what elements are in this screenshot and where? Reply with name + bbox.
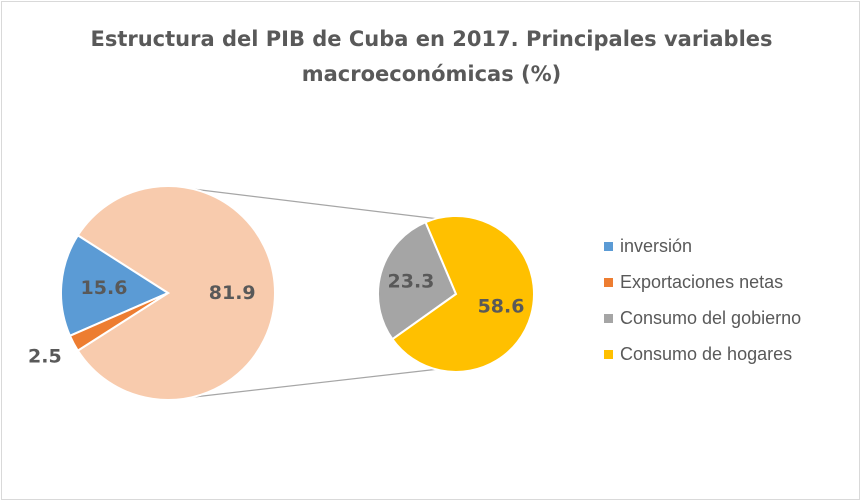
chart-title-line-2: macroeconómicas (%): [301, 62, 562, 86]
legend-swatch-consumo-del-gobierno: [604, 313, 613, 323]
secondary-slice-consumo-del-gobierno: [377, 220, 458, 341]
pie-slice-exportaciones-netas: [68, 292, 169, 353]
connector-line-bottom: [167, 368, 436, 401]
legend-item-exportaciones-netas: Exportaciones netas: [604, 264, 801, 300]
legend-swatch-consumo-de-hogares: [604, 349, 613, 359]
data-label-exportaciones-netas: 2.5: [28, 346, 62, 368]
legend-item-consumo-de-hogares: Consumo de hogares: [604, 336, 801, 372]
legend-item-consumo-del-gobierno: Consumo del gobierno: [604, 300, 801, 336]
chart-title-line-1: Estructura del PIB de Cuba en 2017. Prin…: [90, 27, 773, 51]
secondary-slice-consumo-de-hogares: [391, 215, 535, 373]
legend-swatch-inversion: [604, 241, 613, 251]
data-label-consumo-del-gobierno: 23.3: [388, 270, 435, 292]
legend-label-inversion: inversión: [620, 235, 693, 256]
data-label-consumo-de-hogares: 58.6: [478, 296, 525, 318]
chart-title: Estructura del PIB de Cuba en 2017. Prin…: [0, 22, 863, 92]
connector-line-top: [167, 185, 436, 220]
legend-label-exportaciones-netas: Exportaciones netas: [620, 271, 784, 292]
legend-label-consumo-de-hogares: Consumo de hogares: [620, 343, 793, 364]
pie-slice-inversion: [60, 233, 171, 338]
legend: inversión Exportaciones netas Consumo de…: [604, 228, 801, 372]
legend-swatch-exportaciones-netas: [604, 277, 613, 287]
legend-item-inversion: inversión: [604, 228, 801, 264]
data-label-inversion: 15.6: [81, 277, 128, 299]
pie-slice-consumo-agregado: [76, 185, 276, 401]
data-label-consumo-agregado: 81.9: [209, 282, 256, 304]
legend-label-consumo-del-gobierno: Consumo del gobierno: [620, 307, 802, 328]
